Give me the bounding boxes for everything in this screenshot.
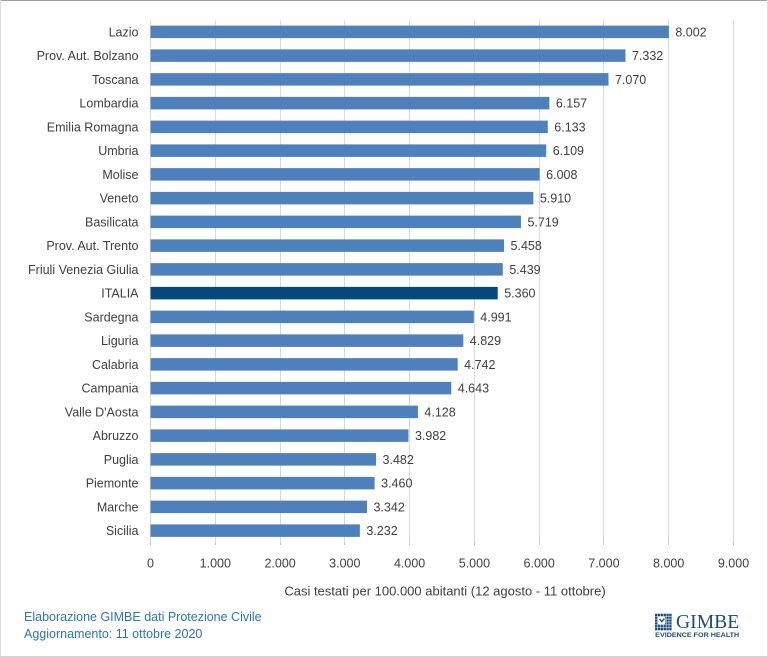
svg-text:Toscana: Toscana xyxy=(92,73,139,87)
svg-text:Campania: Campania xyxy=(82,382,139,396)
svg-text:4.000: 4.000 xyxy=(394,557,425,571)
svg-text:8.002: 8.002 xyxy=(675,25,706,39)
svg-text:Puglia: Puglia xyxy=(104,453,139,467)
svg-text:9.000: 9.000 xyxy=(718,557,749,571)
svg-text:Prov. Aut. Bolzano: Prov. Aut. Bolzano xyxy=(37,49,139,63)
svg-text:EVIDENCE FOR HEALTH: EVIDENCE FOR HEALTH xyxy=(655,632,739,639)
svg-text:4.742: 4.742 xyxy=(464,358,495,372)
svg-text:Umbria: Umbria xyxy=(98,144,138,158)
svg-text:3.460: 3.460 xyxy=(381,477,412,491)
svg-text:Sardegna: Sardegna xyxy=(84,310,138,324)
svg-text:Sicilia: Sicilia xyxy=(106,524,139,538)
svg-text:1.000: 1.000 xyxy=(200,557,231,571)
svg-text:0: 0 xyxy=(147,557,154,571)
svg-text:6.109: 6.109 xyxy=(553,144,584,158)
svg-text:Aggiornamento: 11 ottobre 2020: Aggiornamento: 11 ottobre 2020 xyxy=(24,627,202,641)
svg-text:7.332: 7.332 xyxy=(632,49,663,63)
svg-text:6.157: 6.157 xyxy=(556,97,587,111)
svg-text:5.360: 5.360 xyxy=(504,287,535,301)
svg-text:4.643: 4.643 xyxy=(458,382,489,396)
svg-text:3.482: 3.482 xyxy=(383,453,414,467)
svg-text:Veneto: Veneto xyxy=(100,192,139,206)
svg-text:3.982: 3.982 xyxy=(415,429,446,443)
svg-text:Lombardia: Lombardia xyxy=(79,97,138,111)
svg-text:Lazio: Lazio xyxy=(109,25,139,39)
svg-text:Valle D'Aosta: Valle D'Aosta xyxy=(65,405,139,419)
svg-text:4.128: 4.128 xyxy=(424,405,455,419)
svg-text:4.991: 4.991 xyxy=(480,310,511,324)
svg-text:3.342: 3.342 xyxy=(373,500,404,514)
svg-text:3.000: 3.000 xyxy=(329,557,360,571)
svg-text:6.133: 6.133 xyxy=(554,120,585,134)
svg-text:Molise: Molise xyxy=(102,168,138,182)
svg-text:6.000: 6.000 xyxy=(524,557,555,571)
svg-text:5.719: 5.719 xyxy=(527,215,558,229)
svg-text:5.458: 5.458 xyxy=(511,239,542,253)
svg-text:Prov. Aut. Trento: Prov. Aut. Trento xyxy=(46,239,138,253)
svg-text:GIMBE: GIMBE xyxy=(676,611,739,633)
svg-text:Liguria: Liguria xyxy=(101,334,139,348)
svg-text:7.070: 7.070 xyxy=(615,73,646,87)
svg-text:Piemonte: Piemonte xyxy=(86,477,139,491)
svg-text:ITALIA: ITALIA xyxy=(101,287,139,301)
svg-text:Calabria: Calabria xyxy=(92,358,139,372)
svg-text:Basilicata: Basilicata xyxy=(85,215,139,229)
svg-text:Friuli Venezia Giulia: Friuli Venezia Giulia xyxy=(28,263,139,277)
svg-text:2.000: 2.000 xyxy=(264,557,295,571)
svg-text:7.000: 7.000 xyxy=(588,557,619,571)
svg-text:5.910: 5.910 xyxy=(540,192,571,206)
svg-text:5.439: 5.439 xyxy=(509,263,540,277)
svg-text:6.008: 6.008 xyxy=(546,168,577,182)
svg-text:Marche: Marche xyxy=(97,500,139,514)
svg-text:5.000: 5.000 xyxy=(459,557,490,571)
svg-text:Elaborazione GIMBE dati Protez: Elaborazione GIMBE dati Protezione Civil… xyxy=(24,610,262,624)
svg-text:Abruzzo: Abruzzo xyxy=(93,429,139,443)
svg-text:4.829: 4.829 xyxy=(470,334,501,348)
svg-text:3.232: 3.232 xyxy=(366,524,397,538)
svg-text:8.000: 8.000 xyxy=(653,557,684,571)
svg-text:Emilia Romagna: Emilia Romagna xyxy=(47,120,139,134)
svg-text:Casi testati per 100.000 abita: Casi testati per 100.000 abitanti (12 ag… xyxy=(284,584,605,599)
